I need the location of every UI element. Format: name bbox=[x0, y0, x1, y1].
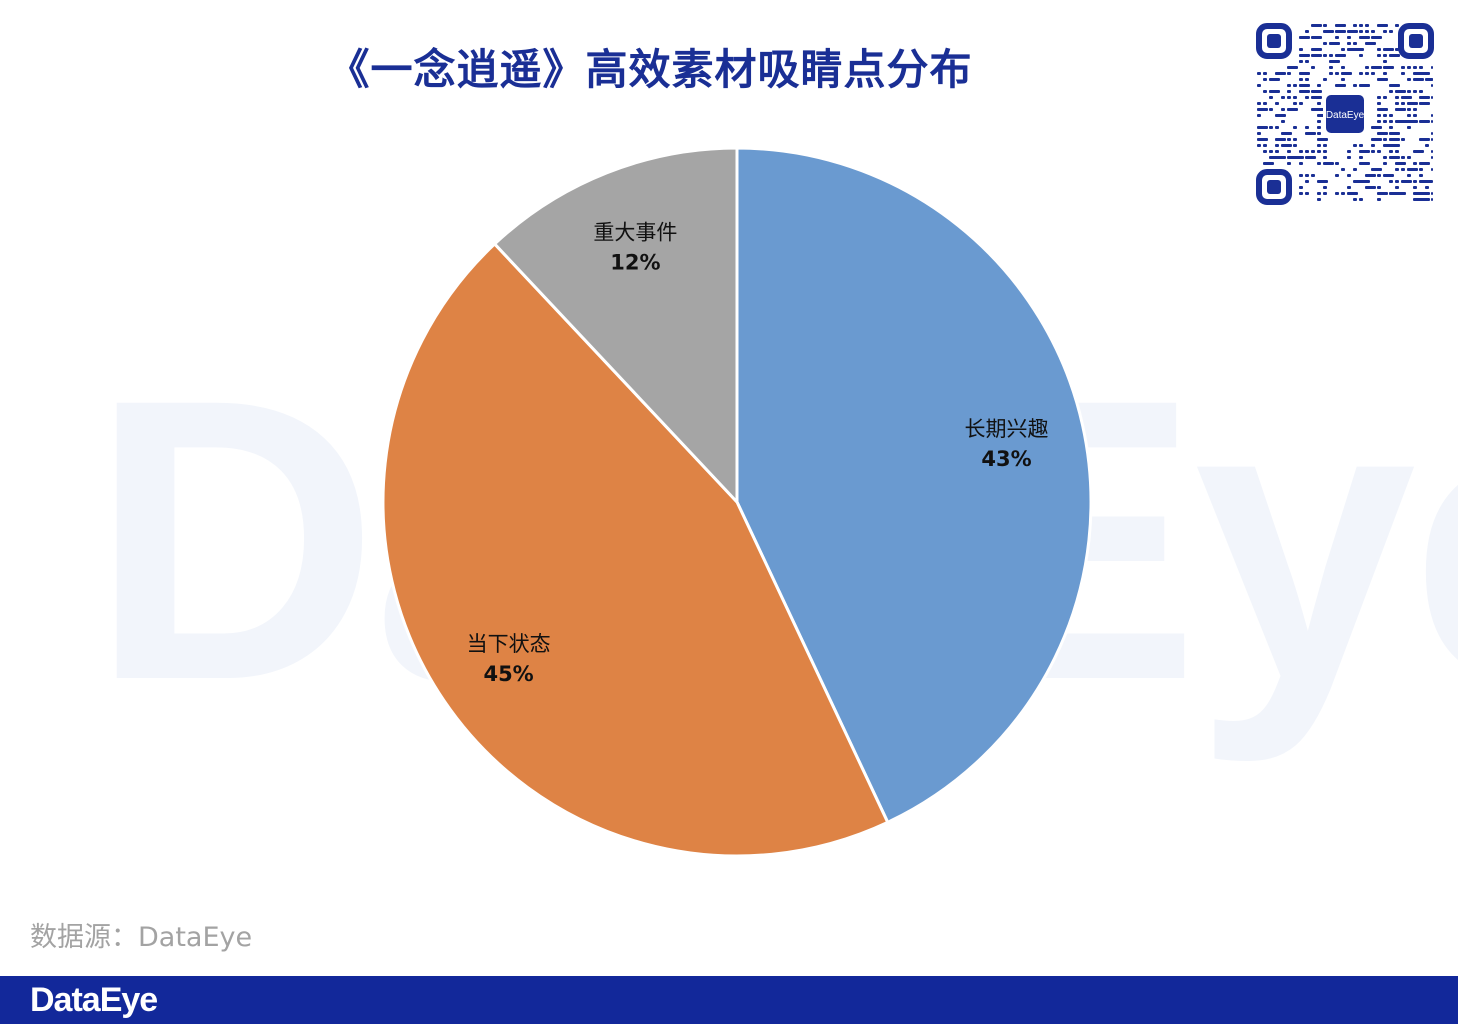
pie-slice-0 bbox=[735, 146, 1093, 825]
chart-title: 《一念逍遥》高效素材吸睛点分布 bbox=[327, 45, 973, 94]
slice-percent-2: 12% bbox=[610, 250, 660, 274]
slice-percent-1: 45% bbox=[483, 662, 533, 686]
slice-label-0: 长期兴趣 bbox=[965, 417, 1049, 441]
slice-percent-0: 43% bbox=[981, 447, 1031, 471]
pie-slice-2 bbox=[492, 146, 739, 506]
slice-label-2: 重大事件 bbox=[593, 220, 677, 244]
pie-slice-1 bbox=[381, 241, 890, 858]
qr-badge-text: DataEye bbox=[1326, 110, 1365, 121]
data-source: 数据源：DataEye bbox=[30, 922, 253, 953]
slice-label-1: 当下状态 bbox=[467, 632, 551, 656]
footer-bar: DataEye bbox=[0, 976, 1458, 1024]
footer-logo: DataEye bbox=[30, 981, 158, 1019]
qr-code: DataEye bbox=[1256, 23, 1434, 205]
